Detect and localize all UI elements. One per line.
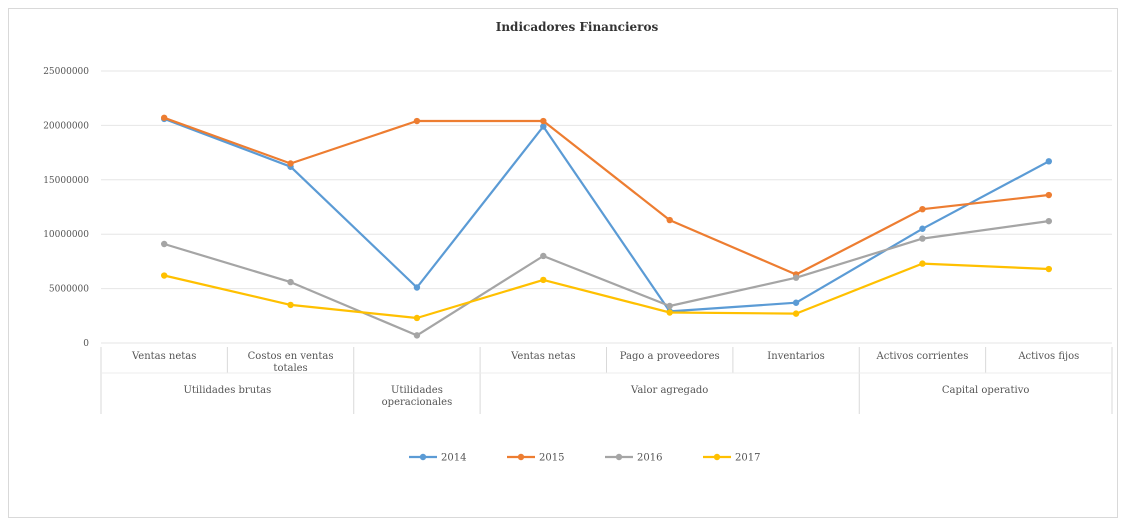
series-2017 — [160, 260, 1053, 322]
data-point — [287, 301, 294, 309]
data-point — [287, 278, 294, 286]
gridlines — [101, 70, 1112, 344]
y-tick-label: 15000000 — [43, 176, 89, 186]
data-point — [160, 114, 168, 121]
legend-item-2015[interactable]: 2015 — [507, 453, 564, 464]
data-point — [792, 299, 800, 306]
x-tick-label: Ventas netas — [131, 351, 196, 362]
x-group-label: operacionales — [382, 397, 453, 408]
x-tick-label: Activos fijos — [1017, 351, 1079, 362]
data-point — [1045, 217, 1053, 225]
data-point — [540, 252, 547, 260]
legend-swatch-marker — [419, 453, 427, 461]
data-point — [1045, 158, 1053, 165]
data-point — [666, 309, 673, 316]
x-tick-label: Activos corrientes — [876, 351, 969, 362]
chart-frame: Indicadores Financieros 0 5000000 10000000… — [8, 8, 1118, 518]
data-point — [919, 260, 926, 267]
legend[interactable]: 2014 2015 2016 2017 — [409, 453, 760, 464]
y-tick-label: 5000000 — [49, 285, 89, 295]
x-group-label: Utilidades — [391, 385, 443, 396]
data-point — [919, 225, 926, 232]
legend-label: 2014 — [441, 453, 466, 464]
legend-swatch-marker — [713, 453, 721, 461]
data-point — [413, 284, 421, 291]
data-point — [792, 310, 800, 317]
legend-swatch-marker — [615, 453, 623, 461]
series-line — [163, 116, 1049, 276]
y-tick-label: 0 — [83, 339, 89, 349]
data-point — [160, 240, 168, 248]
x-tick-label: Inventarios — [767, 351, 825, 362]
legend-label: 2017 — [735, 453, 760, 464]
data-point — [919, 205, 926, 213]
x-group-label: Valor agregado — [630, 385, 708, 396]
data-point — [1045, 265, 1053, 273]
legend-label: 2015 — [539, 453, 564, 464]
data-point — [413, 332, 421, 339]
data-point — [287, 160, 294, 167]
x-tick-label: Costos en ventas — [248, 351, 334, 362]
data-point — [1045, 191, 1053, 199]
data-point — [413, 117, 421, 125]
series-line — [163, 220, 1049, 337]
x-tick-label: Pago a proveedores — [620, 351, 720, 362]
y-tick-label: 10000000 — [43, 230, 89, 240]
y-tick-label: 25000000 — [43, 67, 89, 77]
data-point — [919, 235, 926, 242]
data-point — [160, 272, 168, 279]
legend-item-2014[interactable]: 2014 — [409, 453, 466, 464]
legend-item-2016[interactable]: 2016 — [605, 453, 662, 464]
data-point — [540, 123, 547, 130]
series-2016 — [160, 217, 1053, 339]
x-tick-label: totales — [273, 363, 307, 374]
data-point — [666, 302, 673, 310]
y-axis: 0 5000000 10000000 15000000 20000000 25000000 — [43, 67, 89, 349]
legend-item-2017[interactable]: 2017 — [703, 453, 760, 464]
x-group-label: Capital operativo — [942, 385, 1030, 396]
legend-swatch-marker — [517, 453, 525, 461]
data-point — [413, 314, 421, 322]
series-line — [163, 117, 1050, 313]
data-point — [540, 117, 547, 125]
x-tick-label: Ventas netas — [510, 351, 575, 362]
data-point — [792, 274, 800, 281]
series-line — [163, 262, 1049, 320]
line-chart: Indicadores Financieros 0 5000000 10000000… — [43, 20, 1113, 464]
y-tick-label: 20000000 — [43, 121, 89, 131]
data-point — [540, 276, 547, 284]
legend-label: 2016 — [637, 453, 662, 464]
x-group-label: Utilidades brutas — [183, 385, 271, 396]
series-2015 — [160, 114, 1053, 278]
chart-title: Indicadores Financieros — [496, 20, 659, 34]
series-lines — [160, 114, 1053, 339]
data-point — [666, 216, 673, 224]
